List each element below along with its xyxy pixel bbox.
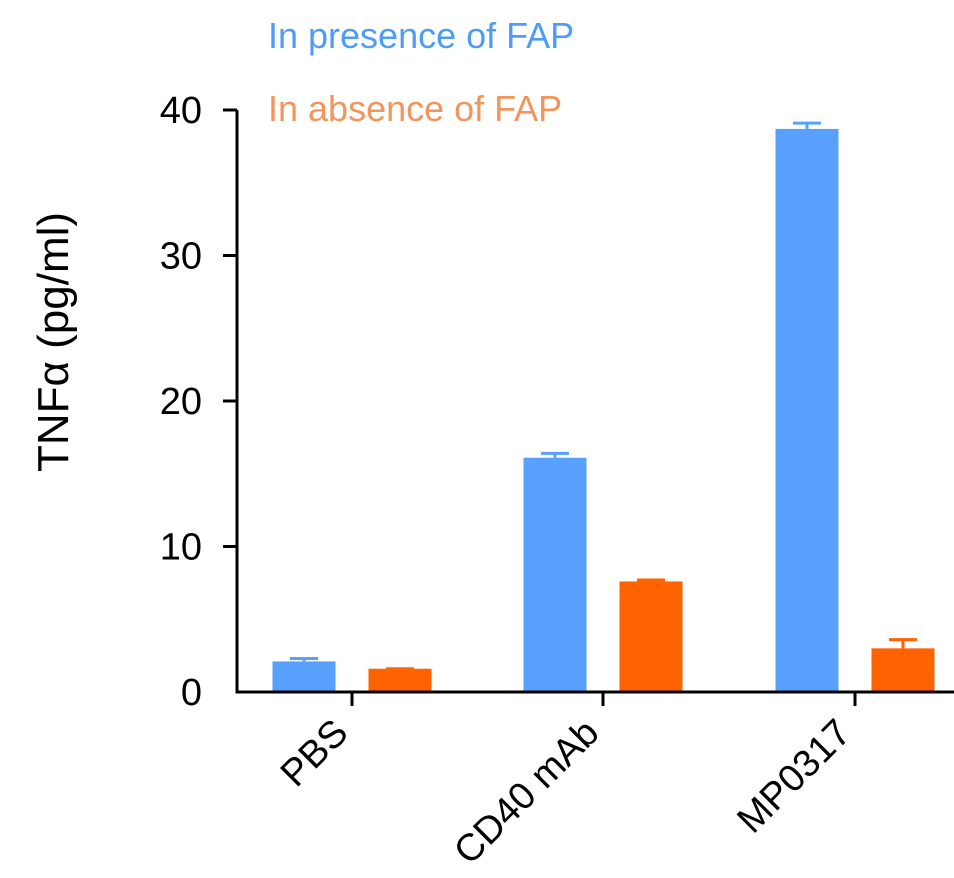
- legend-entry-in-presence-of-fap: In presence of FAP: [268, 15, 574, 56]
- bars-group: [272, 121, 935, 693]
- bar-pbs-in-absence-of-fap: [368, 668, 432, 692]
- y-tick-label-30: 30: [160, 236, 202, 278]
- y-axis-label: TNFα (pg/ml): [29, 212, 78, 472]
- bar-mp0317-in-absence-of-fap: [871, 648, 935, 692]
- y-axis: 0 10 20 30 40: [160, 90, 239, 714]
- y-tick-label-20: 20: [160, 381, 202, 423]
- bar-cd40-mab-in-presence-of-fap: [523, 457, 587, 692]
- x-tick-label-mp0317: MP0317: [730, 712, 860, 842]
- y-tick-label-10: 10: [160, 527, 202, 569]
- legend-entry-in-absence-of-fap: In absence of FAP: [268, 88, 562, 129]
- bar-mp0317-in-presence-of-fap: [775, 128, 839, 693]
- bar-cd40-mab-in-absence-of-fap: [619, 581, 683, 692]
- legend: In presence of FAP In absence of FAP: [268, 15, 574, 129]
- y-tick-label-0: 0: [181, 672, 202, 714]
- y-tick-label-40: 40: [160, 90, 202, 132]
- x-axis: PBS CD40 mAb MP0317: [235, 690, 954, 873]
- bar-pbs-in-presence-of-fap: [272, 661, 336, 692]
- x-tick-label-cd40-mab: CD40 mAb: [446, 712, 607, 873]
- x-tick-label-pbs: PBS: [273, 712, 356, 795]
